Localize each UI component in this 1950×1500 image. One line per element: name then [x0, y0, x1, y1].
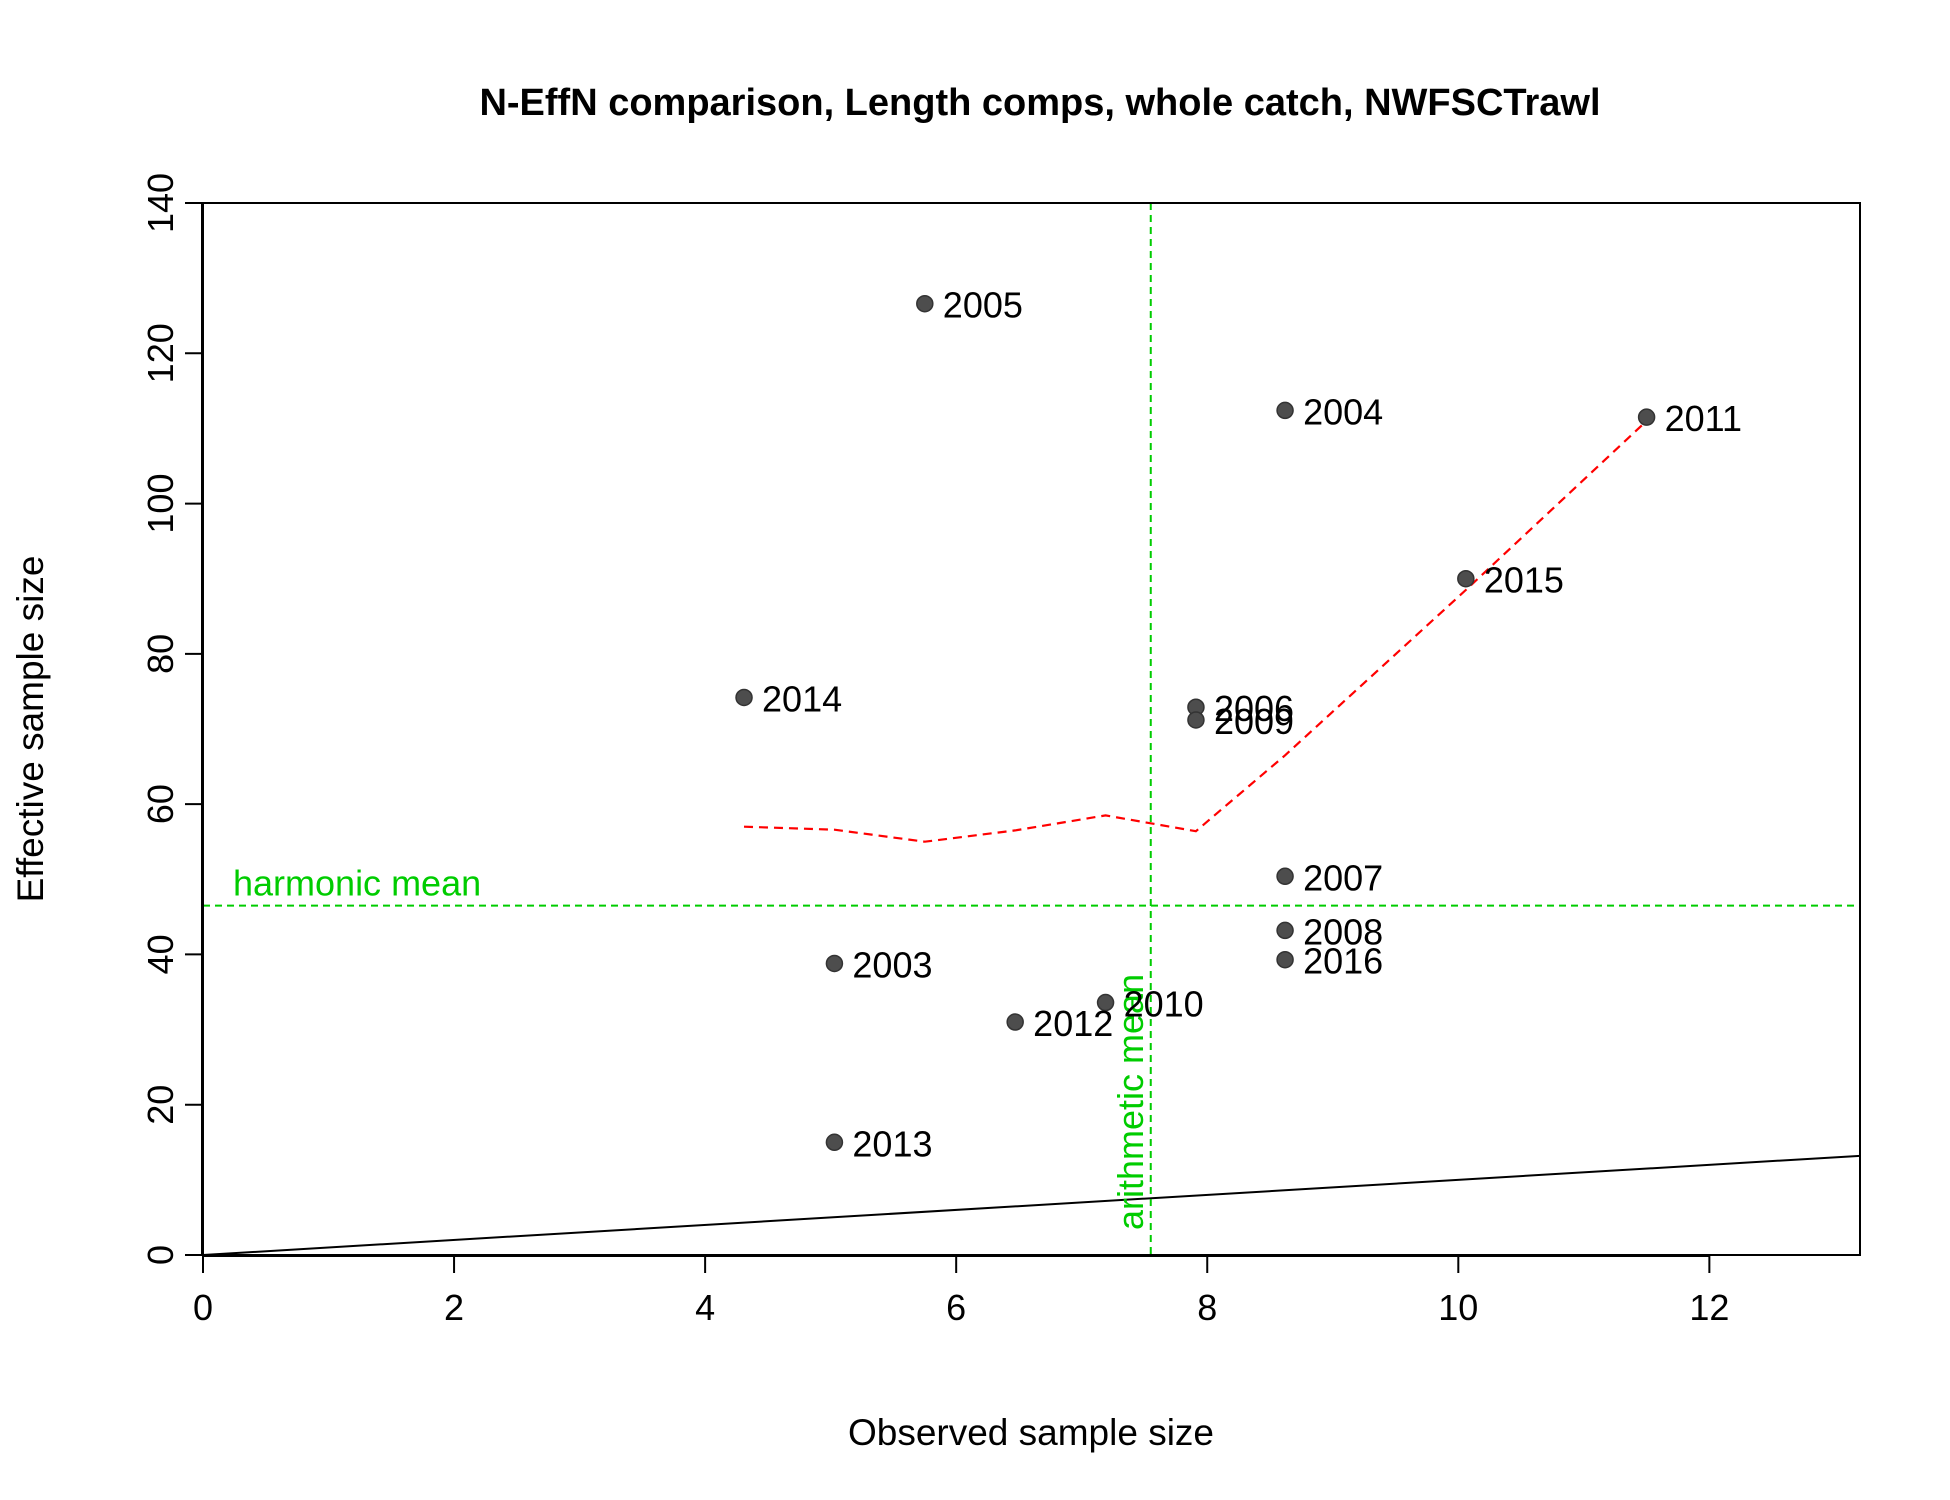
- data-point-2010: [1096, 993, 1115, 1012]
- point-label-2013: 2013: [852, 1123, 932, 1164]
- x-tick-label: 4: [695, 1287, 715, 1328]
- data-point-2007: [1276, 867, 1294, 886]
- point-label-2005: 2005: [943, 285, 1023, 326]
- plot-content: [203, 203, 1860, 1255]
- data-point-2013: [825, 1133, 844, 1152]
- x-tick-label: 2: [444, 1287, 464, 1328]
- point-label-2007: 2007: [1303, 857, 1383, 898]
- data-point-2016: [1276, 950, 1294, 969]
- arithmetic-mean-label: arithmetic mean: [1110, 974, 1151, 1230]
- data-point-2008: [1276, 921, 1294, 940]
- point-label-2010: 2010: [1124, 984, 1204, 1025]
- plot-area: harmonic mean arithmetic mean 2003 2004 2005…: [203, 203, 1860, 1255]
- x-tick-label: 6: [946, 1287, 966, 1328]
- data-point-2015: [1457, 569, 1475, 588]
- point-label-2006: 2006: [1214, 688, 1294, 729]
- data-point-2005: [916, 294, 934, 313]
- y-tick-label: 20: [140, 1085, 181, 1125]
- point-label-2003: 2003: [852, 944, 932, 985]
- smoother-line: [743, 420, 1648, 843]
- data-point-2014: [735, 688, 753, 707]
- y-tick-label: 0: [140, 1245, 181, 1265]
- data-point-2003: [825, 954, 844, 973]
- y-tick-label: 120: [140, 323, 181, 383]
- x-tick-label: 8: [1197, 1287, 1217, 1328]
- point-label-2009: 2009: [1214, 701, 1294, 742]
- point-label-2014: 2014: [762, 678, 842, 719]
- point-label-2016: 2016: [1303, 941, 1383, 982]
- y-tick-label: 140: [140, 173, 181, 233]
- chart-title: N-EffN comparison, Length comps, whole c…: [479, 82, 1600, 124]
- x-tick-label: 12: [1689, 1287, 1729, 1328]
- y-axis-label: Effective sample size: [10, 556, 51, 903]
- x-tick-label: 0: [193, 1287, 213, 1328]
- x-axis-label: Observed sample size: [848, 1412, 1214, 1453]
- one-to-one-line: [203, 1154, 1860, 1255]
- point-label-2004: 2004: [1303, 391, 1383, 432]
- data-point-2004: [1276, 401, 1294, 420]
- data-point-2009: [1187, 711, 1205, 729]
- y-tick-label: 40: [140, 934, 181, 974]
- point-label-2011: 2011: [1665, 398, 1742, 439]
- harmonic-mean-label: harmonic mean: [233, 863, 481, 904]
- point-label-2012: 2012: [1033, 1003, 1113, 1044]
- point-label-2015: 2015: [1484, 560, 1564, 601]
- point-label-2008: 2008: [1303, 911, 1383, 952]
- data-point-2011: [1637, 408, 1656, 426]
- y-tick-label: 80: [140, 634, 181, 674]
- y-tick-label: 100: [140, 474, 181, 534]
- data-point-2012: [1006, 1013, 1024, 1031]
- plot-frame: [202, 202, 1861, 1256]
- y-tick-label: 60: [140, 784, 181, 824]
- x-tick-label: 10: [1438, 1287, 1478, 1328]
